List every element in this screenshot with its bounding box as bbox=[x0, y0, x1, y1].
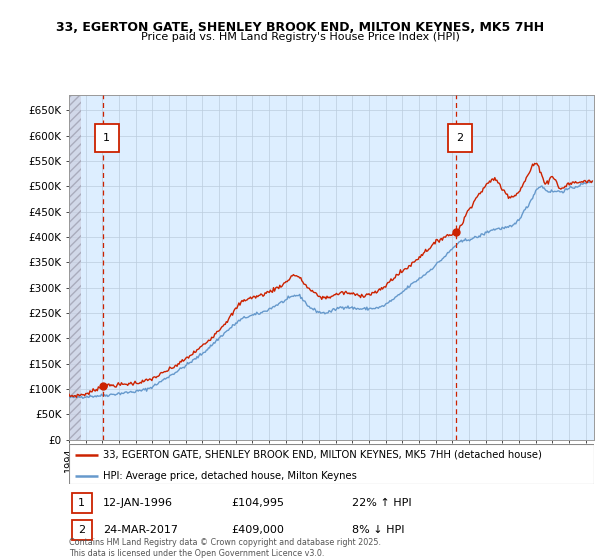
Text: 2: 2 bbox=[78, 525, 85, 535]
Text: 2: 2 bbox=[457, 133, 464, 143]
Text: 1: 1 bbox=[78, 498, 85, 508]
Text: £409,000: £409,000 bbox=[232, 525, 284, 535]
Text: HPI: Average price, detached house, Milton Keynes: HPI: Average price, detached house, Milt… bbox=[103, 470, 357, 480]
Text: 12-JAN-1996: 12-JAN-1996 bbox=[103, 498, 173, 508]
Text: 24-MAR-2017: 24-MAR-2017 bbox=[103, 525, 178, 535]
Text: £104,995: £104,995 bbox=[232, 498, 285, 508]
Text: 33, EGERTON GATE, SHENLEY BROOK END, MILTON KEYNES, MK5 7HH (detached house): 33, EGERTON GATE, SHENLEY BROOK END, MIL… bbox=[103, 450, 542, 460]
Bar bbox=[69, 95, 80, 440]
FancyBboxPatch shape bbox=[448, 124, 472, 152]
Text: 33, EGERTON GATE, SHENLEY BROOK END, MILTON KEYNES, MK5 7HH: 33, EGERTON GATE, SHENLEY BROOK END, MIL… bbox=[56, 21, 544, 34]
Bar bbox=[71, 520, 92, 540]
Text: 8% ↓ HPI: 8% ↓ HPI bbox=[353, 525, 405, 535]
Text: 22% ↑ HPI: 22% ↑ HPI bbox=[353, 498, 412, 508]
Text: Contains HM Land Registry data © Crown copyright and database right 2025.
This d: Contains HM Land Registry data © Crown c… bbox=[69, 538, 381, 558]
FancyBboxPatch shape bbox=[95, 124, 119, 152]
Text: Price paid vs. HM Land Registry's House Price Index (HPI): Price paid vs. HM Land Registry's House … bbox=[140, 32, 460, 43]
Text: 1: 1 bbox=[103, 133, 110, 143]
Bar bbox=[71, 493, 92, 513]
